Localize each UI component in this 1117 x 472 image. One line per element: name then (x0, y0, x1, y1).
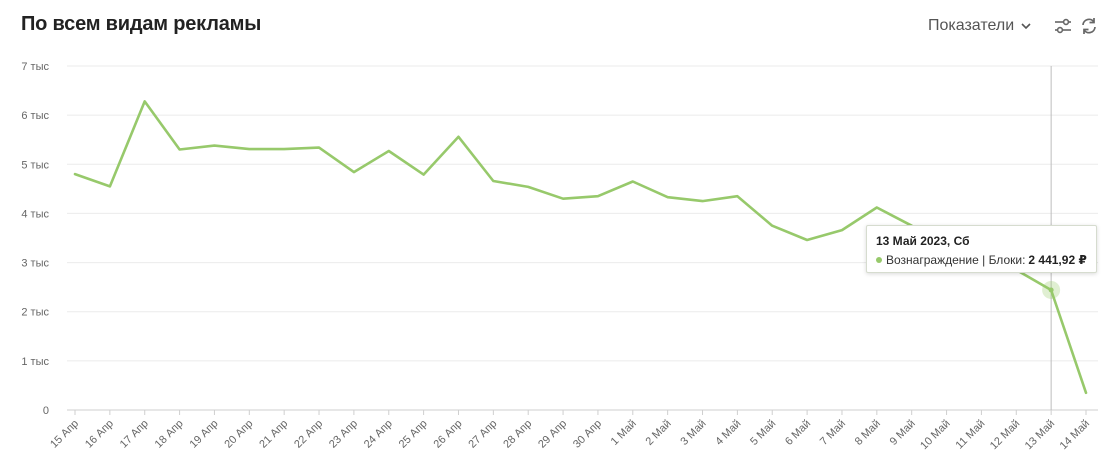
sliders-icon[interactable] (1053, 16, 1073, 36)
y-tick-label: 2 тыс (21, 307, 49, 319)
x-tick-label: 7 Май (818, 418, 848, 448)
x-tick-label: 15 Апр (48, 418, 81, 451)
x-tick-label: 24 Апр (362, 418, 395, 451)
line-chart[interactable]: 0 1 тыс 2 тыс 3 тыс 4 тыс 5 тыс 6 тыс 7 тыс 15 … (0, 52, 1117, 472)
y-tick-label: 0 (43, 405, 49, 417)
grid-lines (67, 65, 1098, 411)
data-point[interactable] (386, 148, 392, 154)
x-tick-label: 30 Апр (571, 418, 604, 451)
data-point[interactable] (211, 143, 217, 149)
data-point[interactable] (351, 169, 357, 175)
tooltip-series-label: Вознаграждение | Блоки: (886, 253, 1026, 267)
x-tick-label: 27 Апр (466, 418, 499, 451)
data-point[interactable] (595, 193, 601, 199)
y-tick-label: 3 тыс (21, 258, 49, 270)
data-point[interactable] (455, 134, 461, 140)
data-point[interactable] (316, 145, 322, 151)
x-tick-label: 3 Май (678, 418, 708, 448)
metrics-label: Показатели (928, 17, 1015, 34)
y-tick-label: 4 тыс (21, 208, 49, 220)
refresh-icon[interactable] (1079, 16, 1099, 36)
x-tick-label: 22 Апр (292, 418, 325, 451)
tooltip-row: Вознаграждение | Блоки: 2 441,92 ₽ (876, 253, 1087, 267)
series-marker-icon (876, 257, 882, 263)
y-tick-label: 1 тыс (21, 356, 49, 368)
hover-tooltip: 13 Май 2023, Сб Вознаграждение | Блоки: … (866, 225, 1097, 273)
x-tick-label: 28 Апр (501, 418, 534, 451)
x-axis-ticks: 15 Апр 16 Апр 17 Апр 18 Апр 19 Апр 20 Апр 21 А… (48, 410, 1092, 452)
x-tick-label: 14 Май (1058, 418, 1093, 453)
data-point[interactable] (630, 178, 636, 184)
y-axis-ticks: 0 1 тыс 2 тыс 3 тыс 4 тыс 5 тыс 6 тыс 7 тыс (21, 61, 49, 417)
data-point[interactable] (560, 196, 566, 202)
x-tick-label: 18 Апр (153, 418, 186, 451)
data-point[interactable] (72, 171, 78, 177)
x-tick-label: 19 Апр (188, 418, 221, 451)
x-tick-label: 26 Апр (432, 418, 465, 451)
highlight-point (1048, 287, 1054, 293)
x-tick-label: 23 Апр (327, 418, 360, 451)
x-tick-label: 6 Май (783, 418, 813, 448)
data-point[interactable] (700, 198, 706, 204)
x-tick-label: 21 Апр (257, 418, 290, 451)
data-point[interactable] (107, 183, 113, 189)
data-point[interactable] (525, 184, 531, 190)
data-point[interactable] (769, 223, 775, 229)
tooltip-value: 2 441,92 ₽ (1028, 253, 1087, 267)
x-tick-label: 16 Апр (83, 418, 116, 451)
data-point[interactable] (804, 237, 810, 243)
x-tick-label: 29 Апр (536, 418, 569, 451)
x-tick-label: 20 Апр (222, 418, 255, 451)
x-tick-label: 8 Май (853, 418, 883, 448)
chart-header: По всем видам рекламы Показатели (0, 0, 1117, 52)
data-point[interactable] (839, 227, 845, 233)
tooltip-date: 13 Май 2023, Сб (876, 234, 970, 248)
data-point[interactable] (177, 147, 183, 153)
y-tick-label: 6 тыс (21, 110, 49, 122)
x-tick-label: 1 Май (609, 418, 639, 448)
x-tick-label: 2 Май (644, 418, 674, 448)
x-tick-label: 5 Май (748, 418, 778, 448)
y-tick-label: 5 тыс (21, 159, 49, 171)
chart-title: По всем видам рекламы (21, 13, 262, 35)
data-point[interactable] (281, 146, 287, 152)
data-point[interactable] (142, 98, 148, 104)
y-tick-label: 7 тыс (21, 61, 49, 73)
x-tick-label: 9 Май (888, 418, 918, 448)
x-tick-label: 11 Май (954, 418, 988, 452)
data-point[interactable] (734, 193, 740, 199)
data-point[interactable] (421, 172, 427, 178)
data-point[interactable] (665, 194, 671, 200)
x-tick-label: 17 Апр (118, 418, 151, 451)
x-tick-label: 4 Май (713, 418, 743, 448)
metrics-dropdown[interactable]: Показатели (928, 15, 1032, 37)
data-point[interactable] (490, 178, 496, 184)
x-tick-label: 13 Май (1023, 418, 1058, 453)
x-tick-label: 12 Май (988, 418, 1023, 453)
data-point[interactable] (1083, 390, 1089, 396)
x-tick-label: 25 Апр (397, 418, 430, 451)
data-point[interactable] (874, 205, 880, 211)
chevron-down-icon (1021, 23, 1031, 30)
data-point[interactable] (246, 146, 252, 152)
x-tick-label: 10 Май (918, 418, 953, 453)
